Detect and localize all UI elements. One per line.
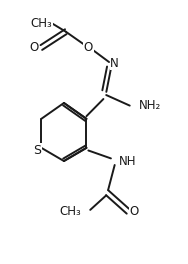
- Text: S: S: [34, 144, 42, 157]
- Text: O: O: [130, 205, 139, 218]
- Text: O: O: [84, 41, 93, 54]
- Text: O: O: [29, 41, 39, 54]
- Text: CH₃: CH₃: [59, 205, 81, 218]
- Text: N: N: [110, 57, 119, 70]
- Text: CH₃: CH₃: [30, 17, 52, 30]
- Text: NH₂: NH₂: [139, 99, 161, 112]
- Text: NH: NH: [118, 154, 136, 168]
